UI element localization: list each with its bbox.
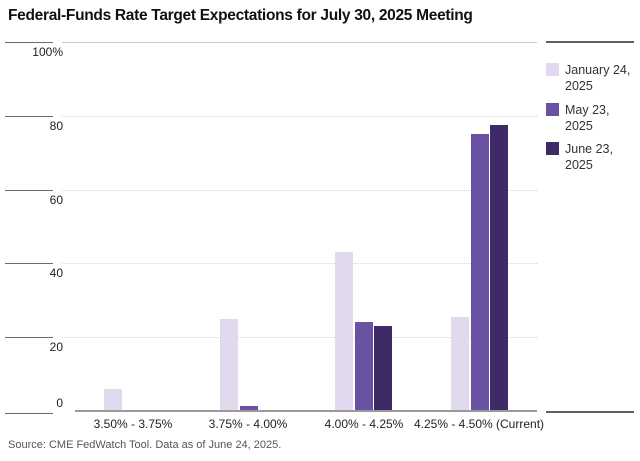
bar-series1-cat4 <box>451 316 469 411</box>
y-tick-label: 60 <box>49 193 63 207</box>
chart-title: Federal-Funds Rate Target Expectations f… <box>8 7 473 24</box>
y-tick-line <box>5 413 53 414</box>
bar-series3-cat4 <box>490 125 508 411</box>
bar-series2-cat3 <box>354 322 373 411</box>
gridline-20 <box>62 337 537 338</box>
bar-group-2 <box>220 42 277 411</box>
legend-swatch-icon <box>546 102 559 116</box>
x-axis-label: 3.75% - 4.00% <box>208 417 288 431</box>
legend-label: January 24, 2025 <box>565 63 631 94</box>
y-tick-label: 20 <box>49 340 63 354</box>
bar-series1-cat1 <box>104 388 122 411</box>
y-tick-line <box>5 337 53 338</box>
y-tick-line <box>5 190 53 191</box>
gridline-60 <box>62 190 537 191</box>
legend-top-rule <box>546 41 634 43</box>
bar-series2-cat4 <box>470 134 489 411</box>
source-note: Source: CME FedWatch Tool. Data as of Ju… <box>8 439 282 451</box>
legend-label: June 23, 2025 <box>565 142 613 173</box>
legend-swatch-icon <box>546 142 559 155</box>
legend-item: January 24, 2025 <box>546 62 635 95</box>
x-axis-label: 3.50% - 3.75% <box>93 417 173 431</box>
gridline-80 <box>62 116 537 117</box>
bar-series1-cat2 <box>220 318 238 411</box>
legend-item: May 23, 2025 <box>546 102 635 135</box>
gridline-40 <box>62 263 537 264</box>
bar-group-3 <box>335 42 392 411</box>
y-tick-line <box>5 42 53 43</box>
bar-series2-cat2 <box>239 406 258 411</box>
bar-series1-cat3 <box>335 252 353 411</box>
legend-swatch-icon <box>546 63 559 76</box>
x-axis-label: 4.00% - 4.25% <box>324 417 404 431</box>
legend-items: January 24, 2025 May 23, 2025 June 23, 202… <box>546 62 635 174</box>
plot-top-rule <box>62 42 537 43</box>
bar-group-1 <box>104 42 161 411</box>
x-axis-label: 4.25% - 4.50% (Current) <box>413 417 545 431</box>
y-tick-label: 40 <box>49 266 63 280</box>
x-axis-line <box>75 410 537 412</box>
y-tick-label: 0 <box>56 396 63 410</box>
bar-group-4 <box>451 42 508 411</box>
legend-label: May 23, 2025 <box>565 102 610 133</box>
legend: January 24, 2025 May 23, 2025 June 23, 202… <box>545 41 635 413</box>
legend-item: June 23, 2025 <box>546 141 635 174</box>
y-tick-label: 100% <box>32 45 63 59</box>
plot-area <box>75 42 537 411</box>
y-tick-line <box>5 116 53 117</box>
y-tick-label: 80 <box>49 119 63 133</box>
y-tick-line <box>5 263 53 264</box>
bar-series3-cat3 <box>374 326 392 411</box>
legend-bottom-rule <box>546 411 634 413</box>
